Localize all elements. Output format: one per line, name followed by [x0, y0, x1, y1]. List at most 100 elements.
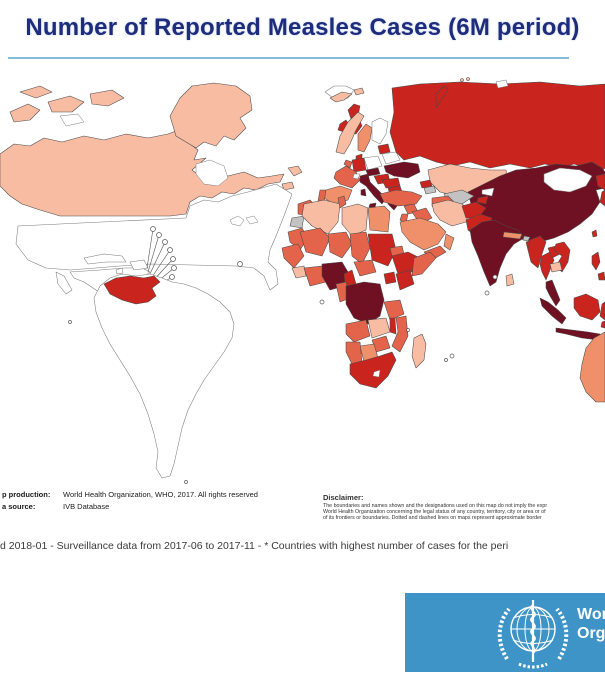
country-canada [0, 127, 285, 217]
country-nepal [502, 231, 523, 240]
country-oman [443, 233, 455, 251]
country-finland [371, 117, 389, 145]
country-myanmar [527, 235, 547, 269]
country-japan [599, 189, 605, 207]
map-production-label: p production: [2, 490, 51, 499]
baja-california [55, 271, 73, 295]
benelux [343, 159, 353, 169]
country-australia [579, 331, 605, 403]
great-lakes-2 [245, 215, 259, 225]
who-wordmark-line-1: World Health [577, 606, 605, 623]
country-poland [363, 155, 383, 171]
maluku [600, 320, 605, 329]
country-turkey [379, 189, 423, 207]
country-georgia [419, 179, 433, 189]
surveillance-footnote: d 2018-01 - Surveillance data from 2017-… [0, 540, 509, 552]
country-mozambique [391, 315, 409, 353]
country-malawi [389, 317, 397, 335]
disclaimer-heading: Disclaimer: [323, 493, 364, 502]
country-newfoundland [287, 165, 303, 177]
falkland-islands [184, 480, 188, 484]
country-madagascar [411, 333, 427, 369]
country-kenya [395, 269, 415, 291]
disclaimer-line-3: of its frontiers or boundaries. Dotted a… [323, 515, 542, 522]
country-germany [351, 157, 367, 173]
country-kyrgyzstan [481, 187, 495, 197]
country-venezuela [103, 275, 161, 305]
czech-austria [365, 167, 381, 177]
country-egypt [367, 205, 391, 233]
country-tajikistan [476, 195, 489, 205]
who-wordmark-line-2: Organization [577, 625, 605, 642]
comoros [406, 328, 410, 332]
country-mali [299, 227, 331, 257]
country-tunisia [337, 195, 347, 209]
senegal-guinea [281, 243, 305, 269]
sao-tome [319, 299, 325, 305]
country-mongolia-overlay [543, 167, 593, 193]
who-wordmark: World Health Organization [577, 605, 605, 643]
armenia-azerbaijan [423, 185, 437, 195]
galapagos [68, 320, 72, 324]
disclaimer-line-2: World Health Organization concerning the… [323, 509, 546, 516]
hispaniola [115, 259, 149, 275]
country-nova-scotia [281, 181, 295, 191]
great-lakes [229, 215, 245, 227]
country-angola [345, 319, 371, 343]
south-america [93, 273, 235, 479]
country-bhutan [522, 235, 531, 242]
country-cuba [83, 253, 127, 265]
choropleth-map [0, 77, 605, 484]
western-sahara [289, 215, 305, 229]
country-usa [15, 183, 293, 291]
country-switzerland [352, 173, 361, 180]
seychelles [484, 290, 490, 296]
java [555, 327, 601, 341]
who-emblem-icon [497, 600, 569, 669]
country-niger [327, 231, 353, 259]
disclaimer-block: Disclaimer: The boundaries and names sho… [323, 493, 605, 522]
country-sweden [357, 123, 373, 153]
caribbean-leader-lines [146, 226, 177, 293]
svalbard [329, 87, 365, 103]
country-greenland [169, 82, 253, 149]
arctic-white-island [59, 113, 85, 127]
lesotho [372, 369, 381, 378]
country-saudi-arabia [399, 217, 447, 251]
central-african-republic [353, 259, 377, 277]
country-belarus [381, 151, 401, 165]
malay-peninsula [545, 279, 561, 307]
arctic-islands [9, 77, 470, 123]
country-zambia [367, 317, 391, 339]
hudson-bay [195, 159, 229, 187]
world-map [0, 72, 605, 487]
sumatra [539, 297, 567, 325]
baltic-states [377, 143, 391, 155]
cape-verde [237, 261, 243, 267]
philippines [591, 251, 605, 281]
data-source-label: a source: [2, 502, 36, 511]
country-norway [335, 111, 365, 155]
data-source-value: IVB Database [63, 502, 110, 511]
country-france [333, 165, 361, 189]
map-production-value: World Health Organization, WHO, 2017. Al… [63, 490, 258, 499]
country-taiwan [591, 229, 598, 238]
country-russia [389, 81, 605, 177]
country-algeria [301, 199, 341, 235]
severnaya-zemlya [495, 79, 509, 89]
sulawesi [599, 301, 605, 321]
country-namibia [345, 341, 363, 365]
reunion [444, 358, 448, 362]
country-drc [345, 281, 385, 325]
country-sri-lanka [505, 273, 515, 287]
country-chad [349, 231, 371, 265]
country-iran [431, 199, 471, 227]
maldives [492, 274, 498, 280]
country-ukraine [383, 161, 421, 179]
country-cambodia [549, 261, 563, 273]
map-credits: p production: World Health Organization,… [2, 489, 258, 513]
country-libya [341, 203, 369, 237]
page-title: Number of Reported Measles Cases (6M per… [25, 14, 580, 41]
country-somalia [411, 251, 437, 277]
disclaimer-line-1: The boundaries and names shown and the d… [323, 503, 548, 509]
